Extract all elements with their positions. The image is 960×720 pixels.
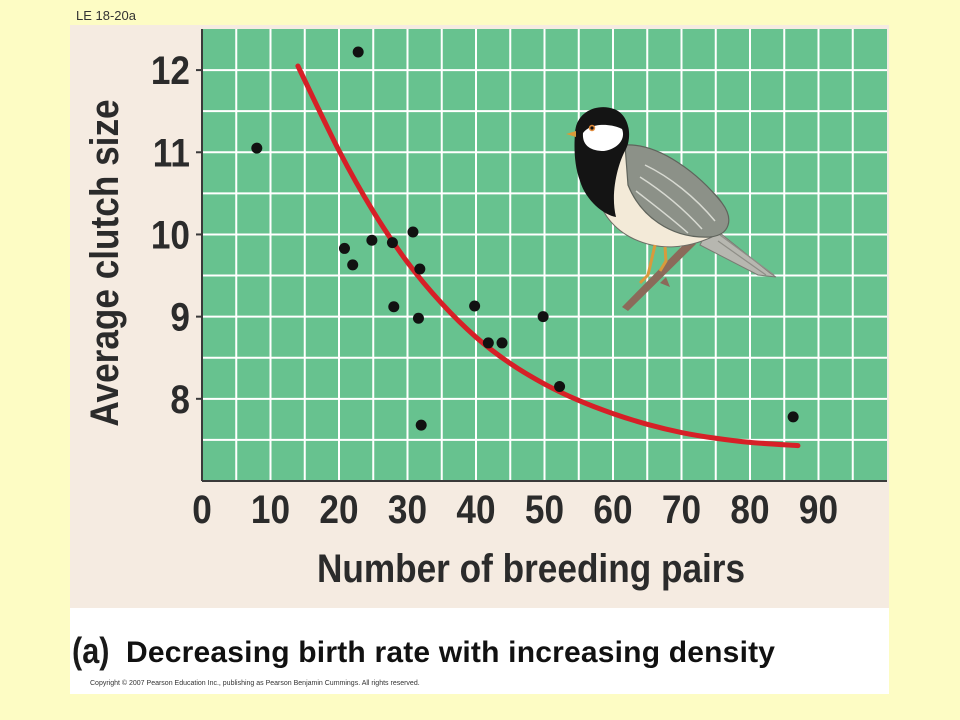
y-tick-label: 12	[151, 48, 190, 93]
data-point	[469, 300, 481, 312]
x-tick-label: 90	[799, 487, 838, 532]
data-point	[386, 237, 398, 249]
chickadee-bird-icon	[566, 107, 777, 311]
data-points	[251, 46, 799, 431]
x-tick-label: 0	[192, 487, 212, 532]
y-axis-title: Average clutch size	[82, 99, 127, 426]
caption-text: Decreasing birth rate with increasing de…	[126, 636, 776, 669]
data-point	[251, 142, 263, 154]
x-tick-label: 30	[388, 487, 427, 532]
y-tick-label: 10	[151, 212, 190, 257]
data-point	[412, 312, 424, 324]
grid-lines	[202, 29, 887, 481]
y-tick-group: 8 9 10 11 12	[151, 48, 202, 421]
x-tick-label: 40	[456, 487, 495, 532]
x-tick-label: 60	[593, 487, 632, 532]
data-point	[415, 419, 427, 431]
data-point	[554, 380, 566, 392]
x-tick-label: 70	[662, 487, 701, 532]
data-point	[496, 337, 508, 349]
data-point	[352, 46, 364, 58]
x-tick-label: 50	[525, 487, 564, 532]
scatter-chart: 0 10 20 30 40 50 60 70 80 90 8 9 10 11 12	[82, 29, 887, 591]
data-point	[347, 259, 359, 271]
x-axis-title: Number of breeding pairs	[317, 546, 745, 591]
data-point	[537, 311, 549, 323]
data-point	[482, 337, 494, 349]
data-point	[787, 411, 799, 423]
y-tick-label: 11	[153, 130, 190, 175]
x-tick-label: 80	[730, 487, 769, 532]
figure-panel: 0 10 20 30 40 50 60 70 80 90 8 9 10 11 12	[70, 25, 889, 608]
data-point	[414, 263, 426, 275]
data-point	[407, 226, 419, 238]
data-point	[388, 301, 400, 313]
slide-label: LE 18-20a	[76, 8, 136, 23]
caption-letter: (a)	[72, 630, 110, 671]
x-tick-label: 10	[251, 487, 290, 532]
x-tick-group: 0 10 20 30 40 50 60 70 80 90	[192, 487, 838, 532]
caption-bar: (a) Decreasing birth rate with increasin…	[70, 608, 889, 694]
x-tick-label: 20	[319, 487, 358, 532]
data-point	[338, 242, 350, 254]
copyright-notice: Copyright © 2007 Pearson Education Inc.,…	[90, 680, 420, 687]
y-tick-label: 8	[170, 377, 190, 422]
data-point	[366, 234, 378, 246]
y-tick-label: 9	[170, 295, 190, 340]
fit-curve	[295, 63, 801, 449]
